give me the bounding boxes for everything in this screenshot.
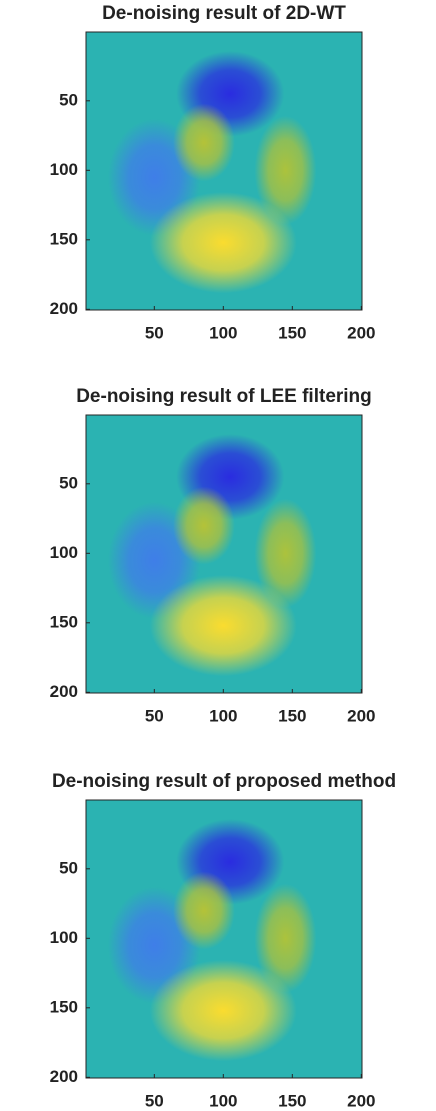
x-tick-label: 100	[209, 706, 237, 725]
y-tick-label: 50	[59, 473, 78, 492]
x-tick-label: 200	[347, 1091, 375, 1110]
axes-box	[85, 414, 363, 694]
x-tick-label: 200	[347, 323, 375, 342]
image-area	[86, 32, 362, 310]
blob	[149, 959, 297, 1062]
y-tick-label: 200	[50, 1067, 78, 1086]
x-tick-label: 200	[347, 706, 375, 725]
y-tick-label: 100	[50, 543, 78, 562]
x-tick-label: 50	[145, 1091, 164, 1110]
blob	[254, 883, 317, 993]
y-tick-label: 50	[59, 858, 78, 877]
blob	[149, 191, 297, 294]
blob	[173, 486, 235, 565]
y-tick-label: 200	[50, 682, 78, 701]
axes-box	[85, 799, 363, 1079]
blob	[149, 574, 297, 677]
y-tick-label: 150	[50, 612, 78, 631]
y-tick-label: 100	[50, 928, 78, 947]
x-tick-label: 100	[209, 1091, 237, 1110]
y-tick-label: 100	[50, 160, 78, 179]
x-tick-label: 150	[278, 1091, 306, 1110]
chart-title: De-noising result of LEE filtering	[76, 386, 372, 407]
chart-title: De-noising result of 2D-WT	[102, 3, 346, 24]
y-tick-label: 150	[50, 229, 78, 248]
x-tick-label: 50	[145, 706, 164, 725]
blob	[173, 871, 235, 950]
image-area	[86, 415, 362, 693]
image-area	[86, 800, 362, 1078]
blob	[173, 103, 235, 182]
x-tick-label: 150	[278, 706, 306, 725]
x-tick-label: 50	[145, 323, 164, 342]
blob	[254, 498, 317, 608]
x-tick-label: 150	[278, 323, 306, 342]
blob	[254, 115, 317, 225]
x-tick-label: 100	[209, 323, 237, 342]
y-tick-label: 200	[50, 299, 78, 318]
axes-box	[85, 31, 363, 311]
y-tick-label: 50	[59, 90, 78, 109]
chart-title: De-noising result of proposed method	[52, 771, 396, 792]
y-tick-label: 150	[50, 997, 78, 1016]
